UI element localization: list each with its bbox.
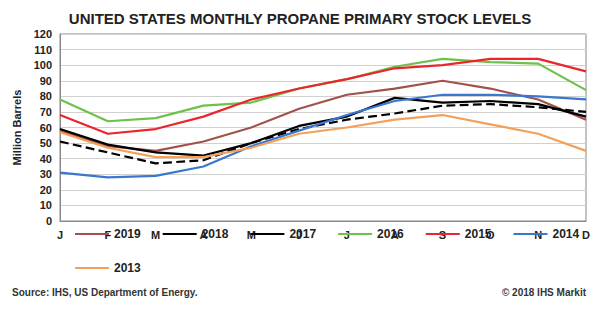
svg-text:80: 80	[40, 90, 52, 102]
svg-text:2014: 2014	[552, 227, 579, 241]
svg-text:© 2018 IHS Markit: © 2018 IHS Markit	[502, 287, 587, 298]
svg-text:110: 110	[34, 44, 52, 56]
svg-text:2019: 2019	[114, 227, 141, 241]
svg-text:J: J	[343, 228, 350, 241]
svg-text:M: M	[151, 229, 160, 241]
svg-text:UNITED STATES MONTHLY PROPANE: UNITED STATES MONTHLY PROPANE PRIMARY ST…	[69, 10, 531, 27]
svg-text:100: 100	[34, 59, 52, 71]
svg-text:M: M	[246, 228, 256, 241]
svg-text:N: N	[534, 228, 543, 241]
svg-text:2017: 2017	[289, 227, 316, 241]
svg-text:20: 20	[40, 184, 52, 196]
svg-text:F: F	[104, 228, 112, 241]
svg-text:70: 70	[40, 106, 52, 118]
svg-text:J: J	[57, 229, 63, 241]
svg-text:Source: IHS, US Department of: Source: IHS, US Department of Energy.	[12, 287, 198, 298]
svg-text:30: 30	[40, 168, 52, 180]
svg-text:S: S	[438, 228, 447, 241]
svg-text:2015: 2015	[465, 227, 492, 241]
svg-text:0: 0	[46, 215, 52, 227]
svg-text:40: 40	[40, 153, 52, 165]
svg-text:Million Barrels: Million Barrels	[11, 90, 23, 166]
svg-text:2013: 2013	[114, 261, 141, 275]
svg-text:50: 50	[40, 137, 52, 149]
svg-text:90: 90	[40, 75, 52, 87]
svg-text:60: 60	[40, 122, 52, 134]
svg-text:2016: 2016	[377, 227, 404, 241]
svg-text:10: 10	[40, 199, 52, 211]
svg-text:2018: 2018	[202, 227, 229, 241]
svg-text:D: D	[582, 229, 590, 241]
svg-text:120: 120	[34, 28, 52, 40]
